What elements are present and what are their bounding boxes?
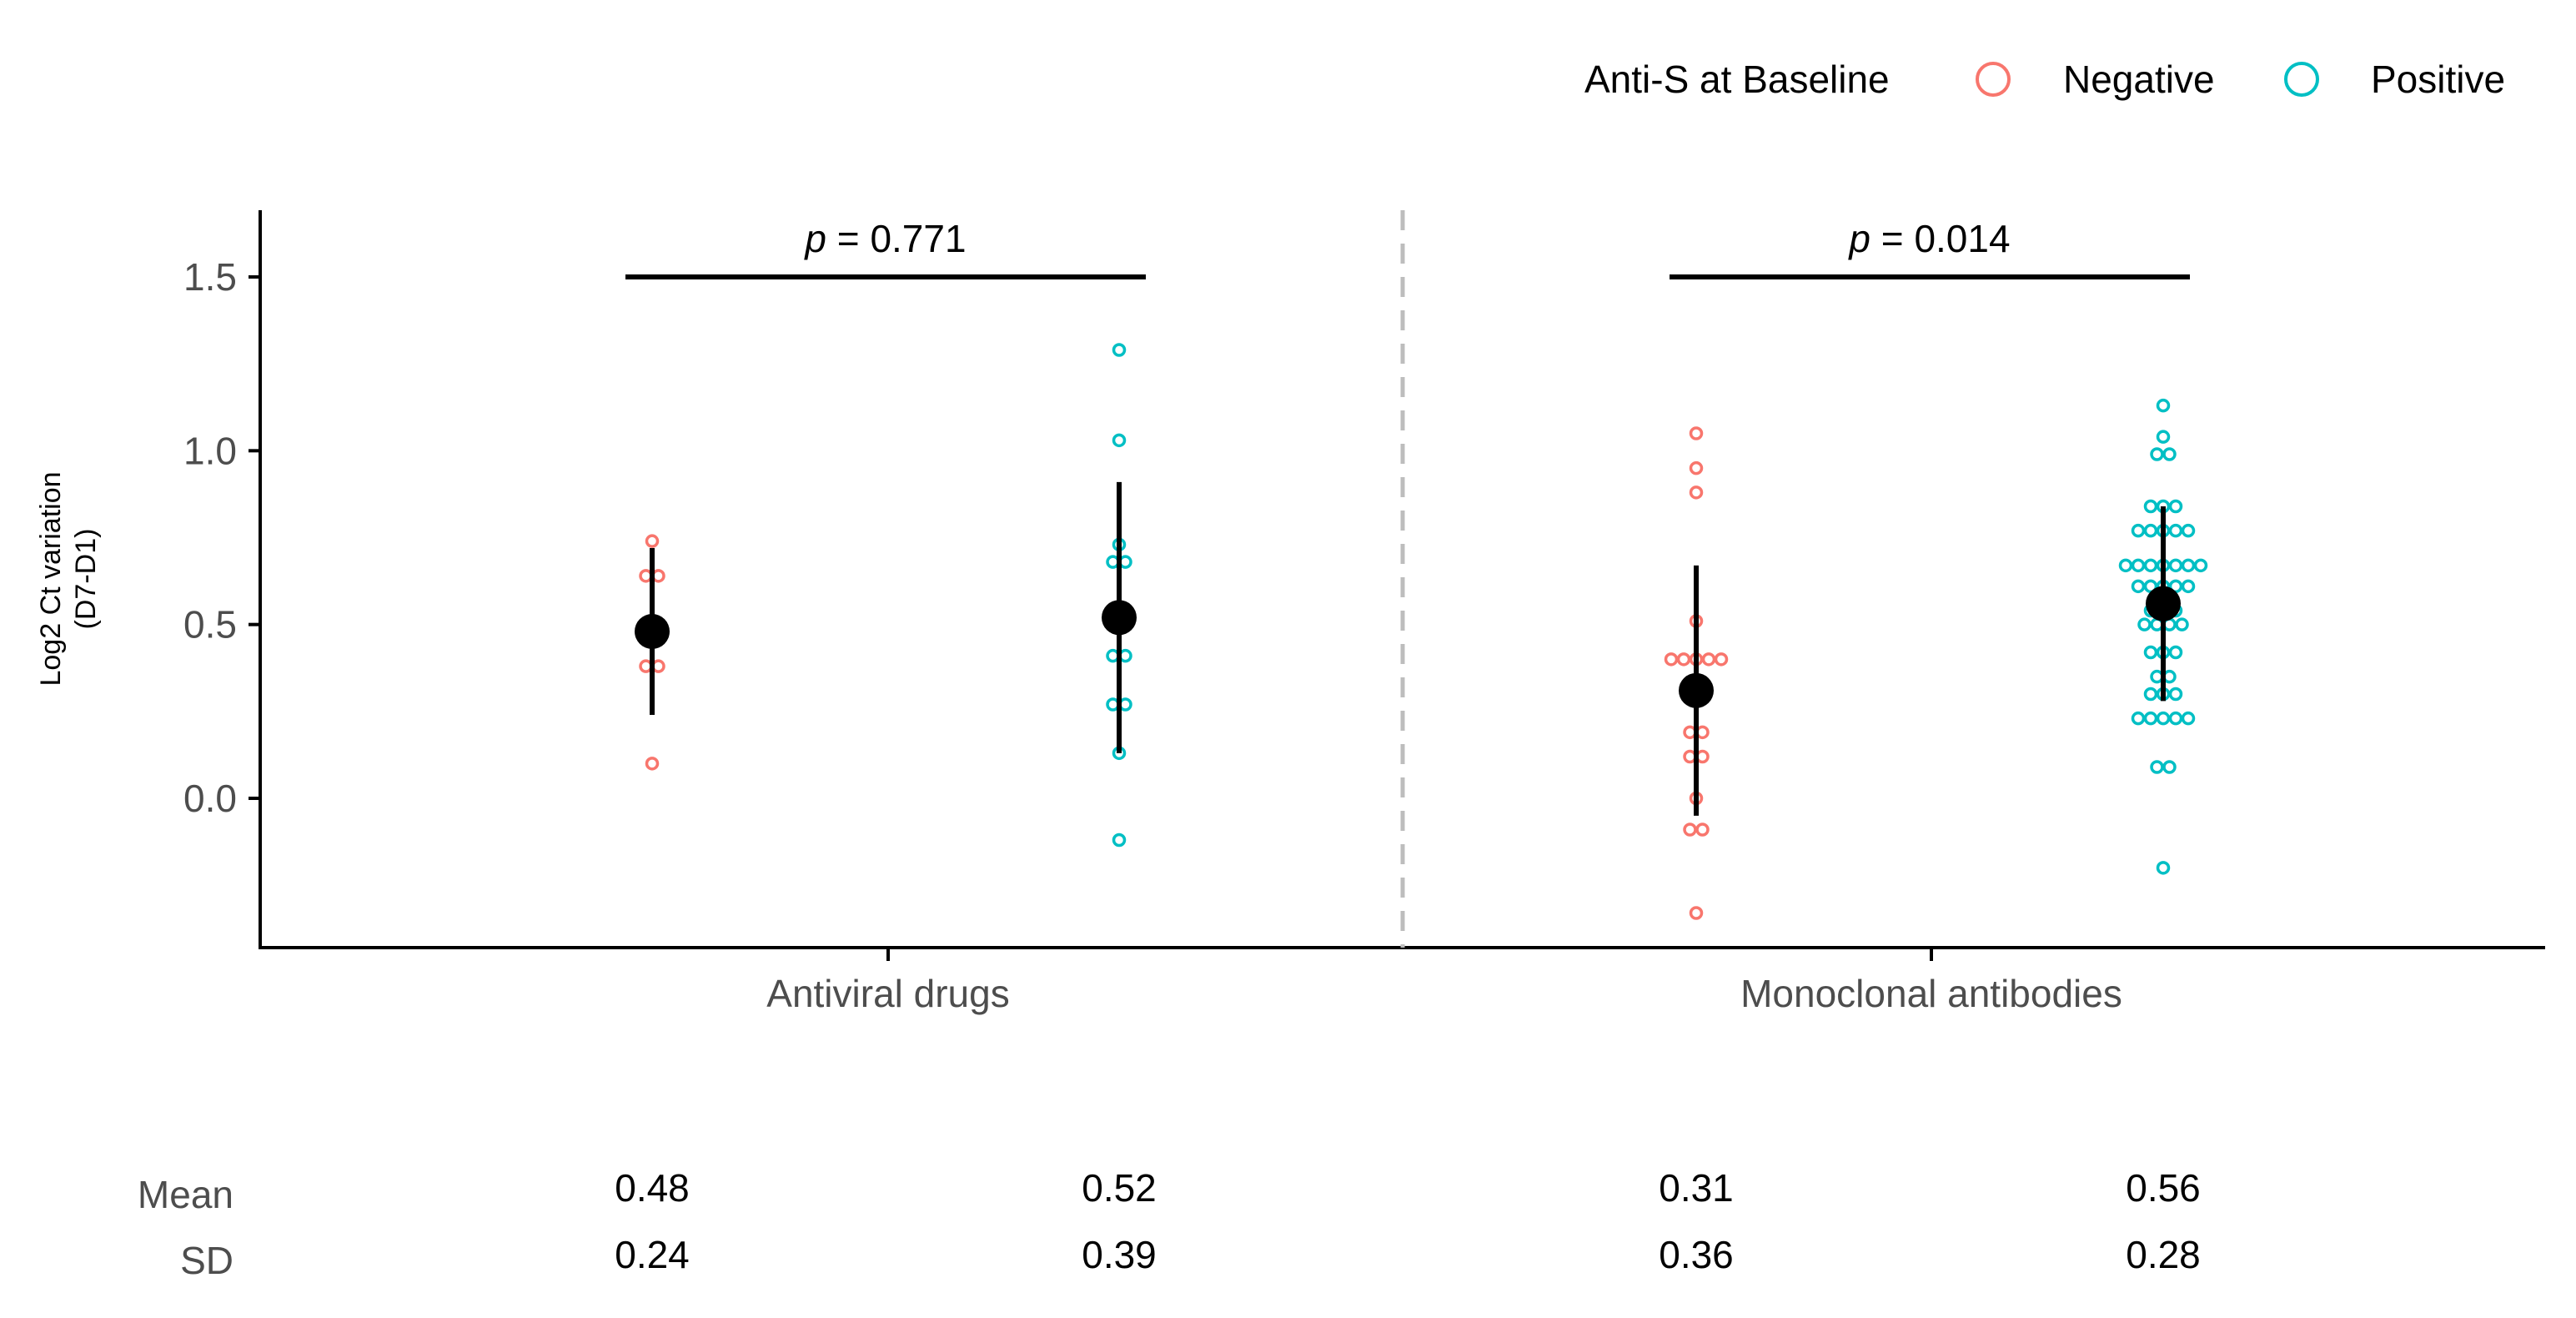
data-point <box>1683 822 1697 837</box>
data-point <box>1676 652 1691 667</box>
data-point <box>2131 558 2146 573</box>
data-point <box>2143 523 2158 538</box>
stat-mean-value: 0.48 <box>615 1166 690 1210</box>
y-tick-label: 0.5 <box>183 603 237 646</box>
data-point <box>2137 617 2152 631</box>
y-axis-label-line2: (D7-D1) <box>70 529 102 630</box>
data-point <box>1689 485 1704 500</box>
data-point <box>1112 433 1127 448</box>
legend-label-positive: Positive <box>2371 58 2505 101</box>
data-point <box>645 757 660 771</box>
pvalue-symbol: p <box>803 217 826 260</box>
mean-point <box>1102 600 1137 636</box>
pvalue-layer: p = 0.771 p = 0.014 <box>625 217 2190 279</box>
x-ticks: Antiviral drugs Monoclonal antibodies <box>766 948 2122 1015</box>
data-point <box>2162 760 2177 774</box>
stat-mean-value: 0.56 <box>2126 1166 2201 1210</box>
stats-table: Mean SD 0.48 0.24 0.52 0.39 0.31 0.36 0.56 0.28 <box>138 1166 2201 1282</box>
data-point <box>2143 645 2158 660</box>
stat-mean-value: 0.52 <box>1082 1166 1157 1210</box>
mean-point <box>635 614 670 649</box>
legend-title: Anti-S at Baseline <box>1584 58 1890 101</box>
stat-sd-value: 0.24 <box>615 1233 690 1276</box>
data-point <box>2143 558 2158 573</box>
x-tick-label: Antiviral drugs <box>766 972 1009 1015</box>
pvalue-number: = 0.771 <box>826 217 967 260</box>
data-point <box>2143 499 2158 514</box>
points-layer <box>639 343 2208 920</box>
data-point <box>2156 398 2171 413</box>
x-tick-label: Monoclonal antibodies <box>1740 972 2122 1015</box>
stats-row-label: Mean <box>138 1173 233 1216</box>
y-axis-label-line1: Log2 Ct variation <box>35 471 67 686</box>
data-point <box>2168 687 2183 702</box>
data-point <box>2156 861 2171 875</box>
data-point <box>2143 687 2158 702</box>
stat-mean-value: 0.31 <box>1659 1166 1734 1210</box>
legend: Anti-S at Baseline Negative Positive <box>1584 58 2505 101</box>
summary-layer <box>635 481 2181 816</box>
data-point <box>1689 906 1704 920</box>
legend-key-positive <box>2284 62 2319 97</box>
data-point <box>1112 343 1127 357</box>
legend-key-negative <box>1976 62 2011 97</box>
data-point <box>1664 652 1679 667</box>
mean-point <box>2146 586 2181 621</box>
data-point <box>2131 711 2146 726</box>
data-point <box>1112 833 1127 848</box>
data-point <box>2168 558 2183 573</box>
data-point <box>2168 645 2183 660</box>
data-point <box>2181 711 2196 726</box>
data-point <box>2193 558 2208 573</box>
legend-label-negative: Negative <box>2063 58 2215 101</box>
pvalue-label: p = 0.014 <box>1847 217 2010 260</box>
data-point <box>2181 579 2196 594</box>
data-point <box>2150 447 2164 461</box>
y-tick-label: 1.0 <box>183 429 237 472</box>
stat-sd-value: 0.39 <box>1082 1233 1157 1276</box>
stat-sd-value: 0.28 <box>2126 1233 2201 1276</box>
pvalue-symbol: p <box>1847 217 1870 260</box>
data-point <box>2181 558 2196 573</box>
data-point <box>2168 523 2183 538</box>
data-point <box>2143 711 2158 726</box>
stats-row-label: SD <box>180 1239 233 1282</box>
data-point <box>2175 617 2189 631</box>
data-point <box>2156 711 2171 726</box>
mean-point <box>1679 672 1714 708</box>
data-point <box>1714 652 1729 667</box>
data-point <box>645 534 660 548</box>
data-point <box>2181 523 2196 538</box>
pvalue-label: p = 0.771 <box>803 217 966 260</box>
y-tick-label: 0.0 <box>183 777 237 820</box>
data-point <box>2162 447 2177 461</box>
data-point <box>1695 822 1710 837</box>
data-point <box>2131 579 2146 594</box>
stat-sd-value: 0.36 <box>1659 1233 1734 1276</box>
pvalue-number: = 0.014 <box>1870 217 2011 260</box>
data-point <box>2118 558 2133 573</box>
data-point <box>1689 426 1704 440</box>
data-point <box>2168 499 2183 514</box>
data-point <box>2168 711 2183 726</box>
data-point <box>2156 430 2171 444</box>
y-ticks: 0.0 0.5 1.0 1.5 <box>183 255 260 820</box>
y-tick-label: 1.5 <box>183 255 237 299</box>
data-point <box>2150 760 2164 774</box>
data-point <box>1689 460 1704 475</box>
data-point <box>1701 652 1716 667</box>
data-point <box>2131 523 2146 538</box>
